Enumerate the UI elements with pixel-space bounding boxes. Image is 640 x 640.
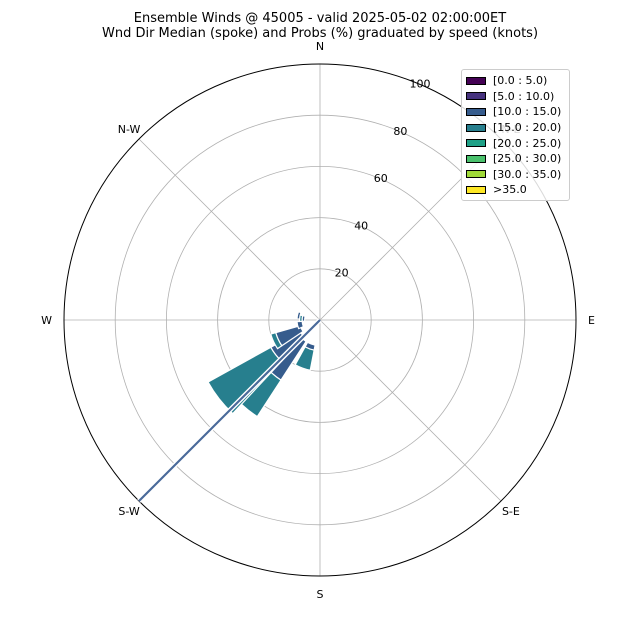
legend-label: [0.0 : 5.0) [493, 74, 548, 88]
legend-item: [15.0 : 20.0) [462, 120, 569, 136]
radial-tick-label: 80 [393, 125, 407, 138]
polar-frame [63, 63, 577, 577]
legend-item: [5.0 : 10.0) [462, 89, 569, 105]
legend-item: [10.0 : 15.0) [462, 104, 569, 120]
legend-swatch [466, 170, 486, 179]
grid-circle [217, 217, 423, 423]
legend-swatch [466, 107, 486, 116]
direction-label: S-W [118, 505, 140, 518]
legend-swatch [466, 185, 486, 194]
legend-label: [5.0 : 10.0) [493, 89, 555, 103]
radial-tick-label: 100 [410, 78, 431, 91]
legend-label: >35.0 [493, 183, 527, 197]
radial-tick-label: 40 [354, 219, 368, 232]
legend-item: [20.0 : 25.0) [462, 135, 569, 151]
direction-label: E [588, 314, 595, 327]
radial-tick-label: 20 [335, 267, 349, 280]
legend-item: [25.0 : 30.0) [462, 151, 569, 167]
legend-item: >35.0 [462, 182, 569, 198]
radial-tick-label: 60 [374, 172, 388, 185]
chart-title: Ensemble Winds @ 45005 - valid 2025-05-0… [133, 11, 507, 26]
chart-subtitle: Wnd Dir Median (spoke) and Probs (%) gra… [101, 26, 539, 41]
grid-spoke [138, 138, 321, 321]
legend-swatch [466, 139, 486, 148]
legend-label: [20.0 : 25.0) [493, 136, 562, 150]
legend-label: [30.0 : 35.0) [493, 167, 562, 181]
legend-label: [15.0 : 20.0) [493, 121, 562, 135]
wind-bar-segment [270, 331, 283, 350]
wind-bar-segment [296, 310, 302, 320]
legend-swatch [466, 154, 486, 163]
legend-swatch [466, 92, 486, 101]
median-spoke [138, 319, 321, 502]
direction-label: S-E [502, 505, 520, 518]
grid-circle [268, 268, 372, 372]
legend-label: [10.0 : 15.0) [493, 105, 562, 119]
direction-label: N [316, 40, 324, 53]
chart-legend: [0.0 : 5.0) [5.0 : 10.0) [10.0 : 15.0) [15.… [461, 69, 570, 201]
legend-swatch [466, 76, 486, 85]
legend-swatch [466, 123, 486, 132]
grid-spoke [319, 319, 502, 502]
legend-item: [0.0 : 5.0) [462, 73, 569, 89]
direction-label: S [317, 588, 324, 601]
legend-item: [30.0 : 35.0) [462, 167, 569, 183]
direction-label: W [41, 314, 52, 327]
grid-circle [114, 114, 526, 526]
legend-label: [25.0 : 30.0) [493, 152, 562, 166]
wind-bar-segment [294, 346, 315, 371]
wind-bar-segment [296, 320, 305, 330]
grid-circle [165, 165, 475, 475]
direction-label: N-W [118, 123, 141, 136]
